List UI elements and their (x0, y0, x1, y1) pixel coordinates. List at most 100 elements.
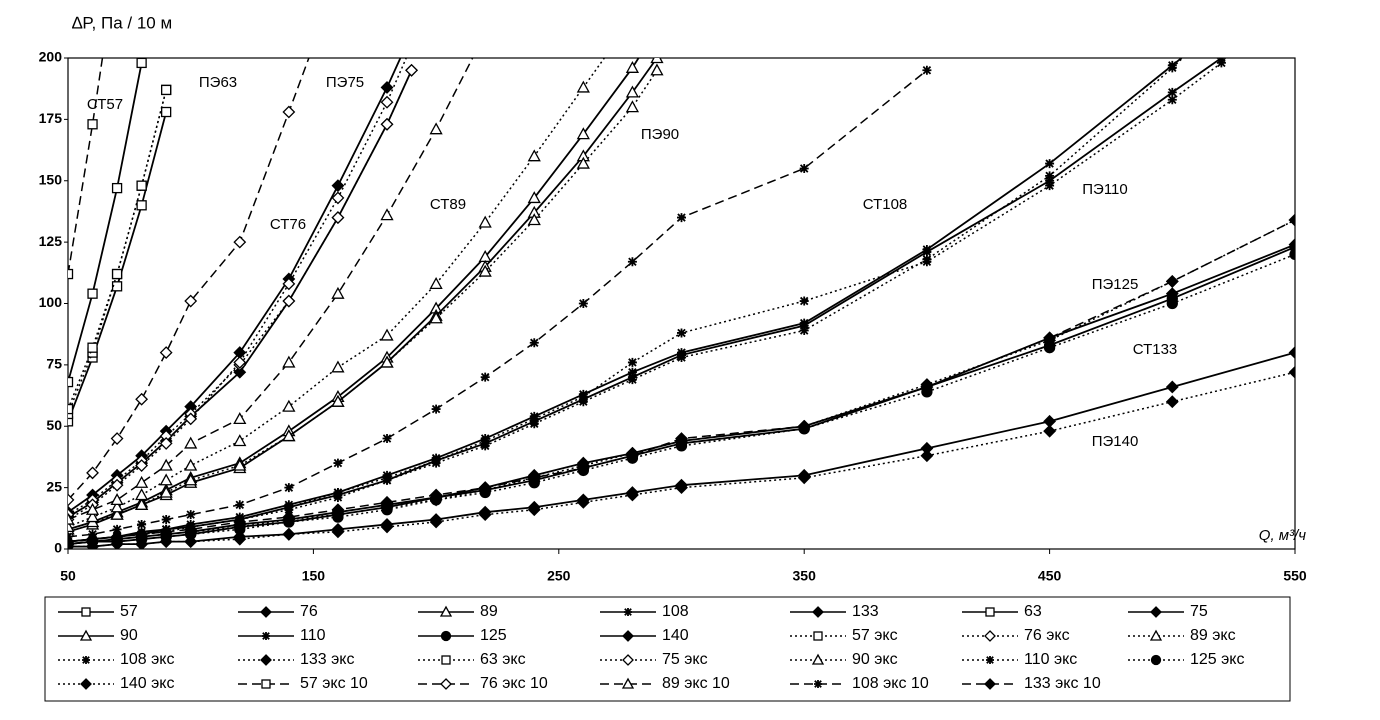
marker (480, 28, 491, 38)
legend-label: 75 (1190, 603, 1208, 620)
marker (675, 481, 688, 495)
marker (527, 191, 541, 204)
legend-label: 89 экс 10 (662, 675, 730, 692)
marker (331, 525, 345, 539)
x-tick-label: 350 (793, 568, 817, 584)
marker (331, 179, 345, 193)
marker (797, 419, 811, 433)
legend-label: 57 экс 10 (300, 675, 368, 692)
marker (527, 149, 541, 162)
marker (1043, 331, 1057, 345)
marker (440, 630, 452, 642)
series-line (68, 69, 928, 538)
marker (284, 483, 294, 493)
legend-label: 90 (120, 627, 138, 644)
annotation: СТ57 (87, 96, 123, 113)
marker (308, 40, 319, 51)
marker (159, 535, 173, 549)
marker (110, 530, 124, 544)
series-line (68, 58, 408, 521)
series-line (68, 58, 1184, 543)
marker (380, 95, 394, 109)
legend-label: 89 (480, 603, 498, 620)
marker (1288, 346, 1295, 360)
marker (382, 434, 392, 444)
x-tick-label: 450 (1038, 568, 1062, 584)
marker (1045, 176, 1055, 186)
marker (111, 268, 123, 280)
legend-label: 108 экс 10 (852, 675, 929, 692)
marker (87, 119, 98, 130)
annotation: ПЭ75 (326, 74, 364, 91)
series-line (68, 58, 104, 275)
marker (186, 510, 196, 520)
legend-label: 90 экс (852, 651, 898, 668)
marker (161, 515, 171, 525)
marker (184, 294, 198, 308)
legend-label: 110 экс (1024, 651, 1077, 668)
marker (1045, 159, 1055, 169)
marker (527, 503, 541, 517)
marker (799, 296, 809, 306)
marker (282, 294, 296, 308)
marker (814, 680, 822, 688)
marker (627, 367, 637, 377)
marker (184, 522, 198, 536)
marker (135, 497, 149, 510)
marker (85, 502, 100, 515)
marker (136, 58, 147, 69)
marker (85, 510, 100, 523)
legend-label: 76 экс (1024, 627, 1070, 644)
series-line (68, 69, 413, 516)
marker (110, 493, 124, 506)
y-tick-label: 150 (39, 171, 63, 187)
marker (627, 13, 638, 23)
marker (233, 412, 247, 425)
marker (439, 605, 453, 617)
marker (627, 375, 637, 385)
marker (380, 117, 394, 131)
y-tick-label: 50 (46, 417, 62, 433)
marker (111, 182, 123, 194)
series-line (68, 62, 143, 383)
marker (135, 527, 149, 541)
marker (260, 654, 272, 666)
legend-label: 76 (300, 603, 318, 620)
marker (282, 277, 296, 291)
marker (527, 213, 541, 226)
marker (1149, 629, 1163, 641)
marker (480, 436, 490, 446)
marker (429, 277, 443, 290)
annotation: ПЭ140 (1092, 433, 1139, 450)
series-line (68, 58, 658, 533)
marker (576, 127, 590, 140)
marker (380, 328, 394, 341)
marker (262, 632, 270, 640)
marker (529, 338, 539, 348)
marker (625, 85, 640, 98)
marker (137, 519, 147, 529)
marker (87, 288, 98, 299)
marker (480, 372, 490, 382)
marker (235, 500, 245, 510)
series-line (68, 69, 658, 531)
marker (622, 654, 634, 666)
marker (282, 105, 296, 119)
marker (380, 355, 394, 368)
marker (135, 459, 149, 472)
annotation: СТ76 (270, 216, 306, 233)
marker (1045, 171, 1055, 181)
marker (233, 434, 247, 447)
marker (331, 360, 345, 373)
plot-frame (67, 57, 1296, 550)
y-axis-title: ∆P, Па / 10 м (72, 13, 172, 32)
marker (80, 678, 92, 690)
marker (529, 414, 539, 424)
marker (578, 299, 588, 308)
marker (184, 458, 198, 471)
marker (1150, 606, 1162, 618)
marker (576, 461, 590, 475)
marker (1167, 87, 1177, 97)
marker (184, 535, 198, 549)
marker (576, 156, 590, 169)
